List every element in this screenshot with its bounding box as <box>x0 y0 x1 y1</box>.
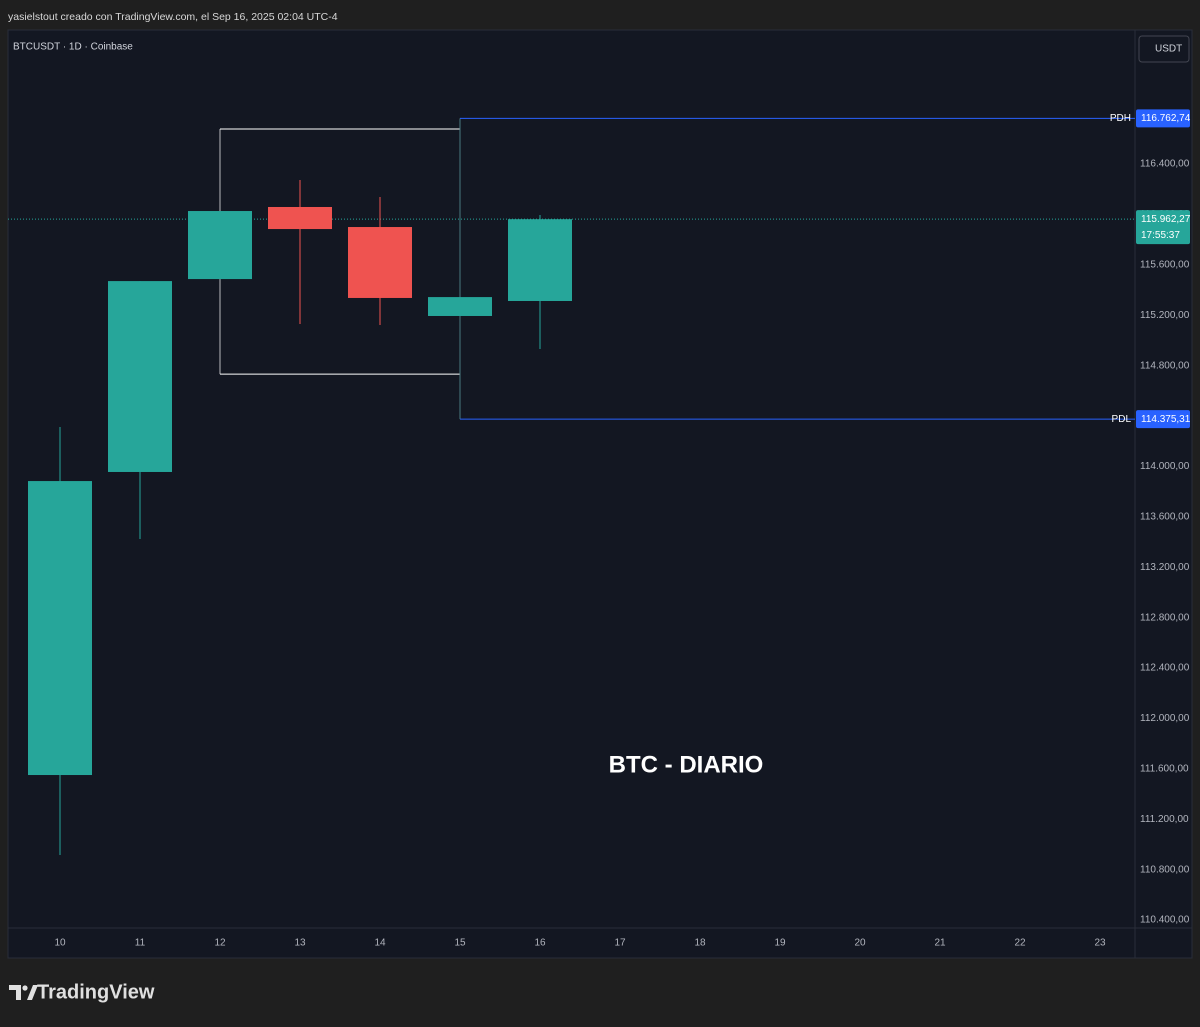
x-tick-label: 13 <box>294 938 306 949</box>
candle-body <box>508 219 572 301</box>
x-tick-label: 18 <box>694 938 706 949</box>
y-tick-label: 112.800,00 <box>1140 612 1190 623</box>
level-name: PDL <box>1112 414 1132 425</box>
level-price-tag <box>1136 410 1190 429</box>
x-tick-label: 22 <box>1014 938 1026 949</box>
x-tick-label: 17 <box>614 938 626 949</box>
x-tick-label: 11 <box>135 938 146 949</box>
annotation: BTC - DIARIO <box>609 751 764 778</box>
y-tick-label: 110.800,00 <box>1140 864 1190 875</box>
y-tick-label: 112.000,00 <box>1140 713 1190 724</box>
last-price-tag <box>1136 210 1190 245</box>
logo-icon <box>27 985 38 1000</box>
x-tick-label: 15 <box>454 938 466 949</box>
y-tick-label: 112.400,00 <box>1140 663 1190 674</box>
candle-body <box>428 297 492 316</box>
y-tick-label: 111.600,00 <box>1140 763 1189 774</box>
y-tick-label: 111.200,00 <box>1140 814 1189 825</box>
x-tick-label: 14 <box>374 938 386 949</box>
level-price: 116.762,74 <box>1141 113 1191 124</box>
x-tick-label: 23 <box>1094 938 1106 949</box>
logo-text: TradingView <box>37 981 155 1003</box>
level-name: PDH <box>1110 113 1131 124</box>
y-tick-label: 110.400,00 <box>1140 915 1190 926</box>
candle-body <box>108 281 172 472</box>
y-tick-label: 115.200,00 <box>1140 310 1190 321</box>
header: yasielstout creado con TradingView.com, … <box>8 11 338 23</box>
x-tick-label: 10 <box>54 938 66 949</box>
y-tick-label: 113.200,00 <box>1140 562 1190 573</box>
currency[interactable]: USDT <box>1155 44 1182 55</box>
chart-frame <box>7 29 1193 959</box>
y-tick-label: 113.600,00 <box>1140 511 1190 522</box>
currency-button[interactable] <box>1138 35 1190 63</box>
y-tick-label: 114.000,00 <box>1140 461 1190 472</box>
candle-body <box>348 227 412 298</box>
candle-body <box>28 481 92 776</box>
x-tick-label: 20 <box>854 938 866 949</box>
candle-body <box>188 211 252 280</box>
y-tick-label: 114.800,00 <box>1140 360 1190 371</box>
symbol: BTCUSDT · 1D · Coinbase <box>13 42 133 53</box>
x-tick-label: 19 <box>774 938 786 949</box>
logo-icon <box>9 985 21 1000</box>
y-tick-label: 115.600,00 <box>1140 259 1190 270</box>
candle-body <box>268 206 332 230</box>
x-tick-label: 12 <box>214 938 226 949</box>
logo: TradingView <box>9 981 155 1003</box>
level-price-tag <box>1136 109 1190 128</box>
level-price: 114.375,31 <box>1141 414 1191 425</box>
countdown: 17:55:37 <box>1141 230 1180 241</box>
y-tick-label: 116.400,00 <box>1140 159 1190 170</box>
x-tick-label: 16 <box>534 938 546 949</box>
x-tick-label: 21 <box>934 938 946 949</box>
logo-icon <box>22 985 28 991</box>
last-price: 115.962,27 <box>1141 214 1191 225</box>
